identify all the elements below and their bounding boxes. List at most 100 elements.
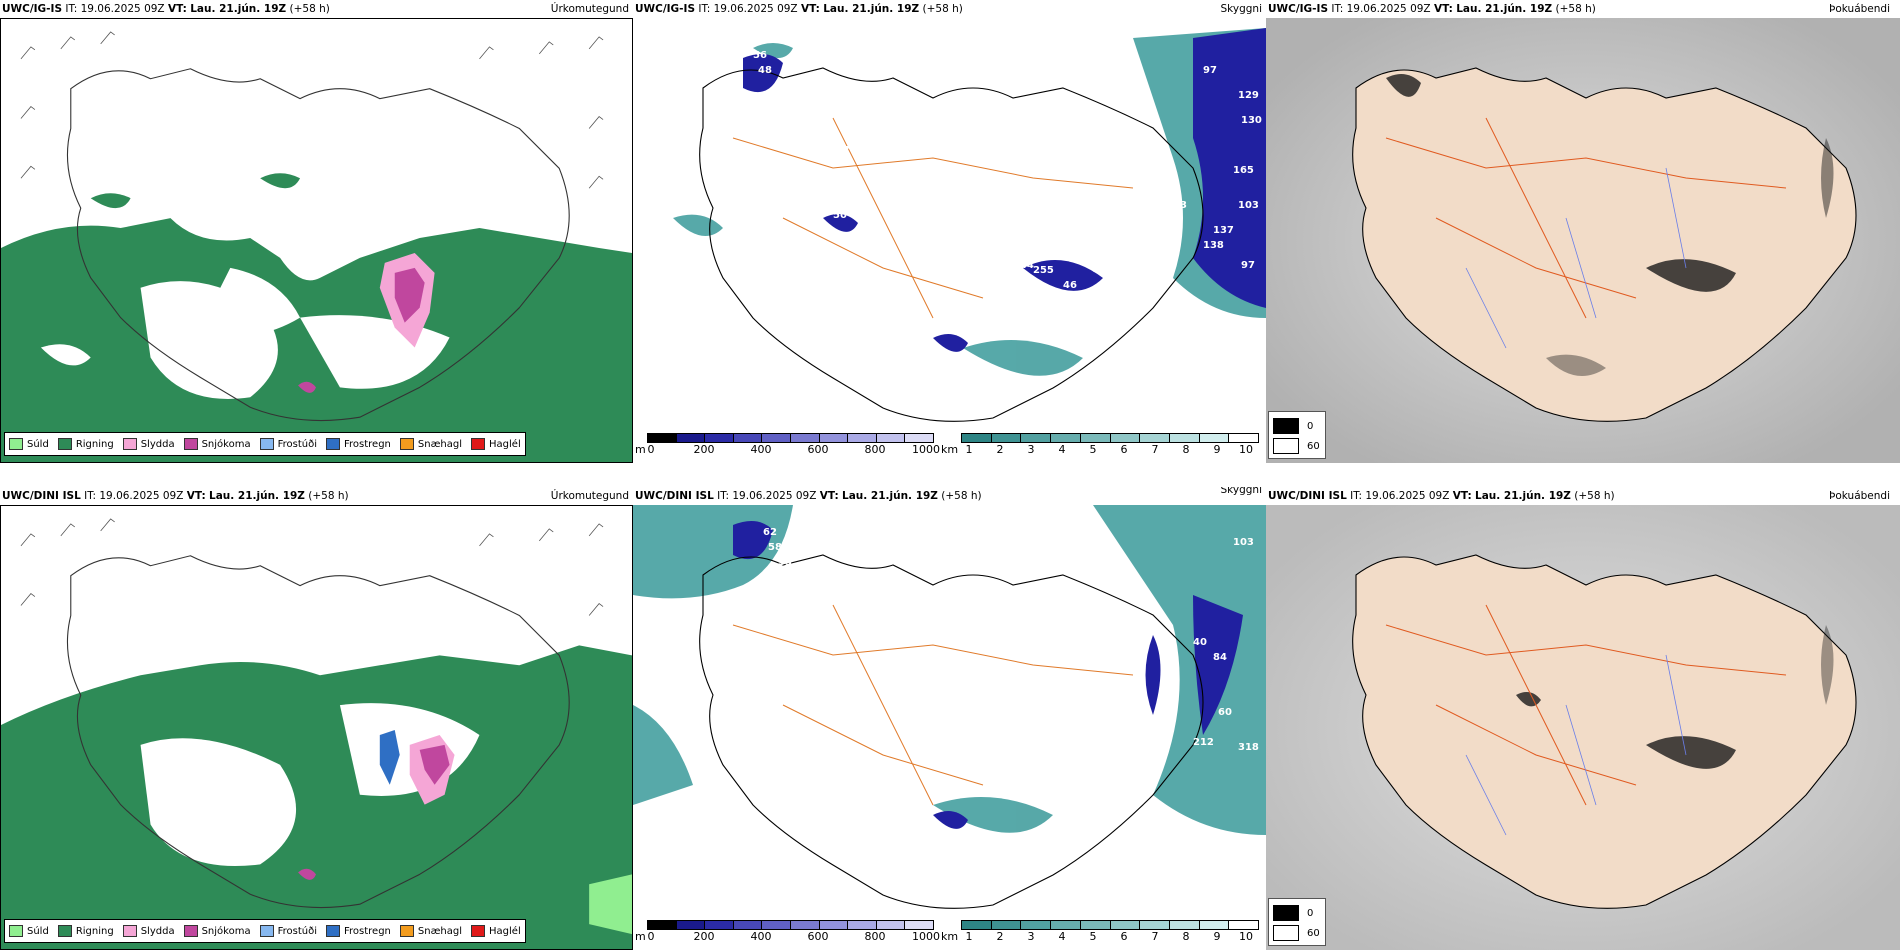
ceiling-value-label: 40 <box>1193 637 1207 648</box>
cbar-cell <box>1080 434 1111 442</box>
legend-swatch <box>9 925 23 937</box>
legend-swatch <box>9 438 23 450</box>
ceiling-value-label: 79 <box>963 857 977 868</box>
issue-time: 19.06.2025 09Z <box>80 3 165 15</box>
issue-time: 19.06.2025 09Z <box>732 490 817 502</box>
tick-label: 4 <box>1058 930 1066 943</box>
fog-legend-item: 0 <box>1273 905 1313 921</box>
fog-legend: 0 60 <box>1268 898 1326 946</box>
cloud-map: 62 58 53 66 103 40 84 60 212 318 101 208 152 56 74 90 29… <box>633 505 1266 918</box>
tick-label: 6 <box>1120 930 1128 943</box>
panel-title: Þokuábendi <box>1829 3 1890 15</box>
valid-label: VT: <box>800 3 820 15</box>
valid-time: Lau. 21.jún. 19Z <box>1475 490 1571 502</box>
legend-swatch <box>326 925 340 937</box>
tick-label: 600 <box>807 930 829 943</box>
issue-label: IT: <box>1331 3 1344 15</box>
legend-item: Snæhagl <box>399 925 463 937</box>
valid-time: Lau. 21.jún. 19Z <box>190 3 287 15</box>
ceiling-value-label: 138 <box>903 340 924 351</box>
model-name: UWC/IG-IS <box>2 3 63 15</box>
legend-label: Rigning <box>75 438 114 450</box>
panel-title: Skyggni <box>1220 487 1263 496</box>
legend-label: Haglél <box>489 438 521 450</box>
legend-label: Snæhagl <box>417 925 463 937</box>
ceiling-value-label: 43 <box>918 382 932 393</box>
visibility-ticks: 1 2 3 4 5 6 7 8 9 10 <box>943 443 1261 457</box>
legend-item: Haglél <box>471 925 521 937</box>
model-name: UWC/DINI ISL <box>2 490 81 502</box>
rain-areas <box>1 645 632 949</box>
ceiling-value-label: 290 <box>778 847 799 858</box>
legend-label: Frostúði <box>277 925 317 937</box>
legend-item: Haglél <box>471 438 521 450</box>
ceiling-value-label: 103 <box>1233 537 1254 548</box>
cbar-cell <box>1140 921 1170 929</box>
panel-title: Úrkomutegund <box>550 3 629 15</box>
visibility-areas <box>633 505 1266 835</box>
ceiling-value-label: 59 <box>1028 310 1042 321</box>
fog-legend-label: 60 <box>1307 927 1320 939</box>
ceiling-value-label: 144 <box>1013 260 1034 271</box>
legend-item: Frostúði <box>259 438 317 450</box>
valid-label: VT: <box>1433 3 1453 15</box>
cbar-cell <box>705 434 734 442</box>
panel-header: UWC/IG-IS IT: 19.06.2025 09Z VT: Lau. 21… <box>0 0 633 18</box>
precip-map-svg <box>1 19 632 462</box>
fog-legend-label: 0 <box>1307 420 1314 432</box>
roads <box>1385 604 1787 806</box>
legend-label: Súld <box>27 925 49 937</box>
ceiling-value-label: 318 <box>1238 742 1259 753</box>
cbar-cell <box>819 921 849 929</box>
fog-legend-label: 60 <box>1307 440 1320 452</box>
iceland-land <box>1352 554 1857 909</box>
ceiling-value-label: 56 <box>753 50 767 61</box>
ceiling-value-label: 103 <box>1238 200 1259 211</box>
fog-legend-item: 60 <box>1273 438 1320 454</box>
tick-label: 9 <box>1213 930 1221 943</box>
panel-header: UWC/DINI ISL IT: 19.06.2025 09Z VT: Lau.… <box>1266 487 1900 505</box>
issue-label: IT: <box>84 490 97 502</box>
tick-label: 0 <box>647 930 655 943</box>
ceiling-value-label: 255 <box>1033 265 1054 276</box>
issue-time: 19.06.2025 09Z <box>1346 3 1431 15</box>
cbar-cell <box>733 434 763 442</box>
ceiling-areas <box>743 28 1266 352</box>
tick-label: 6 <box>1120 443 1128 456</box>
issue-label: IT: <box>1350 490 1363 502</box>
ceiling-areas <box>733 521 1243 829</box>
legend-item: Frostregn <box>326 438 391 450</box>
valid-time: Lau. 21.jún. 19Z <box>209 490 305 502</box>
legend-label: Snjókoma <box>201 925 251 937</box>
ceiling-value-label: 46 <box>1093 265 1107 276</box>
cbar-cell <box>819 434 849 442</box>
panel-header: UWC/DINI ISL IT: 19.06.2025 09Z VT: Lau.… <box>0 487 633 505</box>
fog-legend-label: 0 <box>1307 907 1314 919</box>
legend-swatch <box>471 438 486 450</box>
cbar-cell <box>1169 434 1200 442</box>
cbar-cell <box>762 434 791 442</box>
legend-swatch <box>183 438 198 450</box>
fog-map <box>1266 505 1900 950</box>
tick-label: 1 <box>965 930 973 943</box>
ceiling-ticks: 0 200 400 600 800 1000 <box>637 443 941 457</box>
issue-label: IT: <box>65 3 78 15</box>
legend-swatch <box>259 925 274 937</box>
ceiling-value-label: 46 <box>1063 280 1077 291</box>
tick-label: 9 <box>1213 443 1221 456</box>
ceiling-value-label: 65 <box>1153 220 1167 231</box>
tick-label: 2 <box>996 443 1004 456</box>
ceiling-colorbar-swatches <box>647 433 934 443</box>
cbar-cell <box>1140 434 1170 442</box>
ceiling-value-label: 101 <box>933 682 954 693</box>
cbar-cell <box>1051 921 1081 929</box>
fog-map-svg <box>1266 505 1900 950</box>
roads <box>732 604 1134 806</box>
ceiling-value-label: 48 <box>758 65 772 76</box>
cbar-cell <box>676 434 706 442</box>
issue-time: 19.06.2025 09Z <box>99 490 184 502</box>
snow-area-south <box>298 381 317 393</box>
ceiling-value-label: 49 <box>783 100 797 111</box>
ceiling-unit: m <box>635 930 646 943</box>
iceland-outline <box>66 68 570 422</box>
